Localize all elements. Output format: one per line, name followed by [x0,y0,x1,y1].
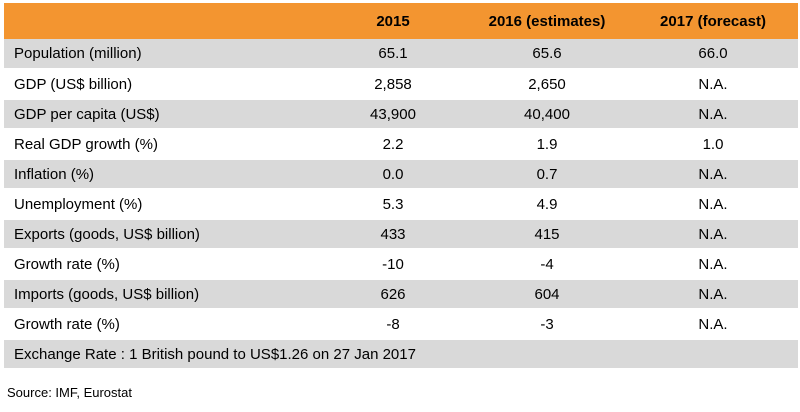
value-cell-2015: 626 [320,279,466,310]
value-cell-2016: 1.9 [466,129,628,160]
value-cell-2015: 433 [320,219,466,250]
value-cell-2015: -8 [320,309,466,340]
table-header-row: 2015 2016 (estimates) 2017 (forecast) [4,3,798,39]
value-cell-2016: -4 [466,249,628,280]
row-label: Growth rate (%) [4,309,320,340]
value-cell-2016: -3 [466,309,628,340]
value-cell-2017: N.A. [628,189,798,220]
value-cell-2016: 4.9 [466,189,628,220]
header-cell-label [4,3,320,39]
table-row: GDP (US$ billion) 2,858 2,650 N.A. [4,69,798,100]
exchange-rate-row: Exchange Rate : 1 British pound to US$1.… [4,339,798,370]
value-cell-2015: 65.1 [320,39,466,70]
row-label: Exports (goods, US$ billion) [4,219,320,250]
value-cell-2017: N.A. [628,159,798,190]
row-label: GDP (US$ billion) [4,69,320,100]
value-cell-2017: N.A. [628,69,798,100]
value-cell-2016: 604 [466,279,628,310]
table-row: Growth rate (%) -10 -4 N.A. [4,249,798,280]
value-cell-2016: 40,400 [466,99,628,130]
table-body: Population (million) 65.1 65.6 66.0 GDP (US$… [4,39,798,370]
value-cell-2016: 415 [466,219,628,250]
table-row: GDP per capita (US$) 43,900 40,400 N.A. [4,99,798,130]
value-cell-2017: N.A. [628,219,798,250]
value-cell-2016: 0.7 [466,159,628,190]
value-cell-2017: N.A. [628,309,798,340]
value-cell-2017: N.A. [628,249,798,280]
value-cell-2015: -10 [320,249,466,280]
value-cell-2015: 5.3 [320,189,466,220]
row-label: Growth rate (%) [4,249,320,280]
table-row: Population (million) 65.1 65.6 66.0 [4,39,798,70]
row-label: Real GDP growth (%) [4,129,320,160]
row-label: Population (million) [4,39,320,70]
row-label: Imports (goods, US$ billion) [4,279,320,310]
value-cell-2017: 1.0 [628,129,798,160]
table-row: Unemployment (%) 5.3 4.9 N.A. [4,189,798,220]
economic-indicators-table: 2015 2016 (estimates) 2017 (forecast) Po… [4,3,798,370]
value-cell-2017: 66.0 [628,39,798,70]
value-cell-2016: 65.6 [466,39,628,70]
table-row: Imports (goods, US$ billion) 626 604 N.A. [4,279,798,310]
value-cell-2017: N.A. [628,279,798,310]
value-cell-2015: 43,900 [320,99,466,130]
exchange-rate-note: Exchange Rate : 1 British pound to US$1.… [4,339,798,370]
table-row: Real GDP growth (%) 2.2 1.9 1.0 [4,129,798,160]
header-cell-2015: 2015 [376,12,410,30]
value-cell-2016: 2,650 [466,69,628,100]
row-label: GDP per capita (US$) [4,99,320,130]
header-cell-2016: 2016 (estimates) [488,12,606,30]
row-label: Inflation (%) [4,159,320,190]
source-note: Source: IMF, Eurostat [7,385,132,400]
value-cell-2015: 2.2 [320,129,466,160]
row-label: Unemployment (%) [4,189,320,220]
value-cell-2017: N.A. [628,99,798,130]
value-cell-2015: 0.0 [320,159,466,190]
table-row: Inflation (%) 0.0 0.7 N.A. [4,159,798,190]
header-cell-2017: 2017 (forecast) [660,12,766,30]
value-cell-2015: 2,858 [320,69,466,100]
table-row: Exports (goods, US$ billion) 433 415 N.A. [4,219,798,250]
table-row: Growth rate (%) -8 -3 N.A. [4,309,798,340]
